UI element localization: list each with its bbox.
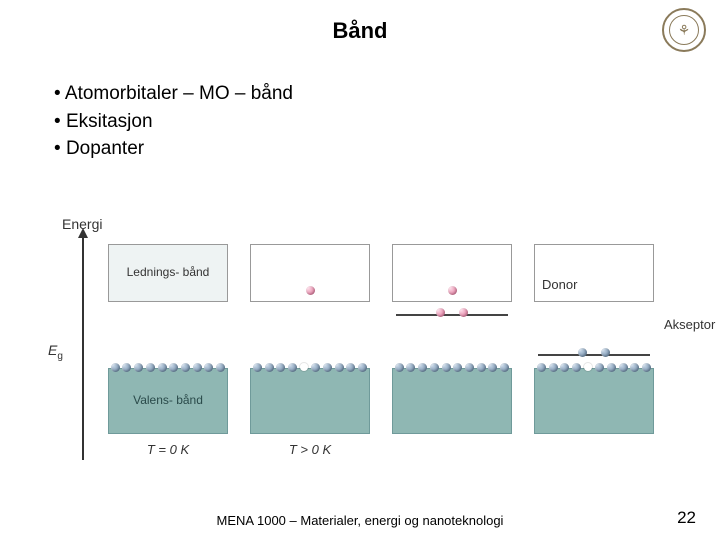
donor-label: Donor bbox=[542, 277, 577, 292]
electron-blue-icon bbox=[216, 363, 225, 372]
electron-blue-icon bbox=[346, 363, 355, 372]
electron-blue-icon bbox=[288, 363, 297, 372]
x-label: T = 0 K bbox=[108, 442, 228, 457]
electron-pink-icon bbox=[459, 308, 468, 317]
cb-electron-row bbox=[250, 286, 370, 295]
electron-blue-icon bbox=[442, 363, 451, 372]
panel-row: Lednings- bånd Valens- bånd bbox=[108, 244, 664, 434]
electron-blue-icon bbox=[418, 363, 427, 372]
bullet-item: Atomorbitaler – MO – bånd bbox=[54, 80, 720, 108]
electron-blue-icon bbox=[146, 363, 155, 372]
bullet-list: Atomorbitaler – MO – bånd Eksitasjon Dop… bbox=[54, 80, 720, 163]
electron-blue-icon bbox=[358, 363, 367, 372]
electron-blue-icon bbox=[572, 363, 581, 372]
electron-blue-icon bbox=[204, 363, 213, 372]
electron-blue-icon bbox=[500, 363, 509, 372]
electron-blue-icon bbox=[276, 363, 285, 372]
donor-electron-row bbox=[392, 308, 512, 317]
electron-blue-icon bbox=[158, 363, 167, 372]
cb-electron-row bbox=[392, 286, 512, 295]
vb-electron-row bbox=[392, 363, 512, 372]
conduction-band bbox=[534, 244, 654, 302]
electron-blue-icon bbox=[601, 348, 610, 357]
bullet-item: Dopanter bbox=[54, 135, 720, 163]
band-panel bbox=[534, 244, 654, 434]
electron-pink-icon bbox=[436, 308, 445, 317]
electron-blue-icon bbox=[488, 363, 497, 372]
x-label bbox=[392, 442, 512, 457]
band-panel bbox=[392, 244, 512, 434]
band-panel bbox=[250, 244, 370, 434]
electron-blue-icon bbox=[537, 363, 546, 372]
vb-electron-row bbox=[250, 363, 370, 372]
electron-blue-icon bbox=[560, 363, 569, 372]
x-axis-labels: T = 0 K T > 0 K bbox=[108, 442, 664, 457]
hole-icon bbox=[300, 363, 308, 371]
valence-band bbox=[250, 368, 370, 434]
seal-inner: ⚘ bbox=[669, 15, 699, 45]
slide-footer: MENA 1000 – Materialer, energi og nanote… bbox=[0, 513, 720, 528]
electron-pink-icon bbox=[448, 286, 457, 295]
electron-blue-icon bbox=[134, 363, 143, 372]
electron-blue-icon bbox=[430, 363, 439, 372]
vb-electron-row bbox=[108, 363, 228, 372]
x-label: T > 0 K bbox=[250, 442, 370, 457]
valence-band bbox=[392, 368, 512, 434]
electron-blue-icon bbox=[549, 363, 558, 372]
electron-blue-icon bbox=[465, 363, 474, 372]
electron-blue-icon bbox=[619, 363, 628, 372]
bullet-item: Eksitasjon bbox=[54, 108, 720, 136]
x-label bbox=[534, 442, 654, 457]
hole-icon bbox=[584, 363, 592, 371]
conduction-band: Lednings- bånd bbox=[108, 244, 228, 302]
electron-blue-icon bbox=[253, 363, 262, 372]
band-panel: Lednings- bånd Valens- bånd bbox=[108, 244, 228, 434]
electron-blue-icon bbox=[311, 363, 320, 372]
valence-band: Valens- bånd bbox=[108, 368, 228, 434]
electron-blue-icon bbox=[335, 363, 344, 372]
electron-blue-icon bbox=[642, 363, 651, 372]
valence-band bbox=[534, 368, 654, 434]
y-axis-arrow bbox=[82, 236, 84, 460]
slide-title: Bånd bbox=[0, 0, 720, 44]
band-diagram: Energi Eg Lednings- båndValens- bånd Don… bbox=[64, 210, 674, 480]
electron-blue-icon bbox=[453, 363, 462, 372]
electron-blue-icon bbox=[395, 363, 404, 372]
electron-pink-icon bbox=[306, 286, 315, 295]
electron-blue-icon bbox=[578, 348, 587, 357]
electron-blue-icon bbox=[169, 363, 178, 372]
vb-electron-row bbox=[534, 363, 654, 372]
page-number: 22 bbox=[677, 508, 696, 528]
electron-blue-icon bbox=[193, 363, 202, 372]
bandgap-label: Eg bbox=[48, 342, 63, 362]
electron-blue-icon bbox=[477, 363, 486, 372]
electron-blue-icon bbox=[323, 363, 332, 372]
electron-blue-icon bbox=[607, 363, 616, 372]
electron-blue-icon bbox=[265, 363, 274, 372]
electron-blue-icon bbox=[406, 363, 415, 372]
acceptor-electron-row bbox=[534, 348, 654, 357]
electron-blue-icon bbox=[630, 363, 639, 372]
electron-blue-icon bbox=[595, 363, 604, 372]
acceptor-label: Akseptor bbox=[664, 317, 715, 332]
electron-blue-icon bbox=[111, 363, 120, 372]
electron-blue-icon bbox=[181, 363, 190, 372]
electron-blue-icon bbox=[122, 363, 131, 372]
university-seal-logo: ⚘ bbox=[662, 8, 706, 52]
